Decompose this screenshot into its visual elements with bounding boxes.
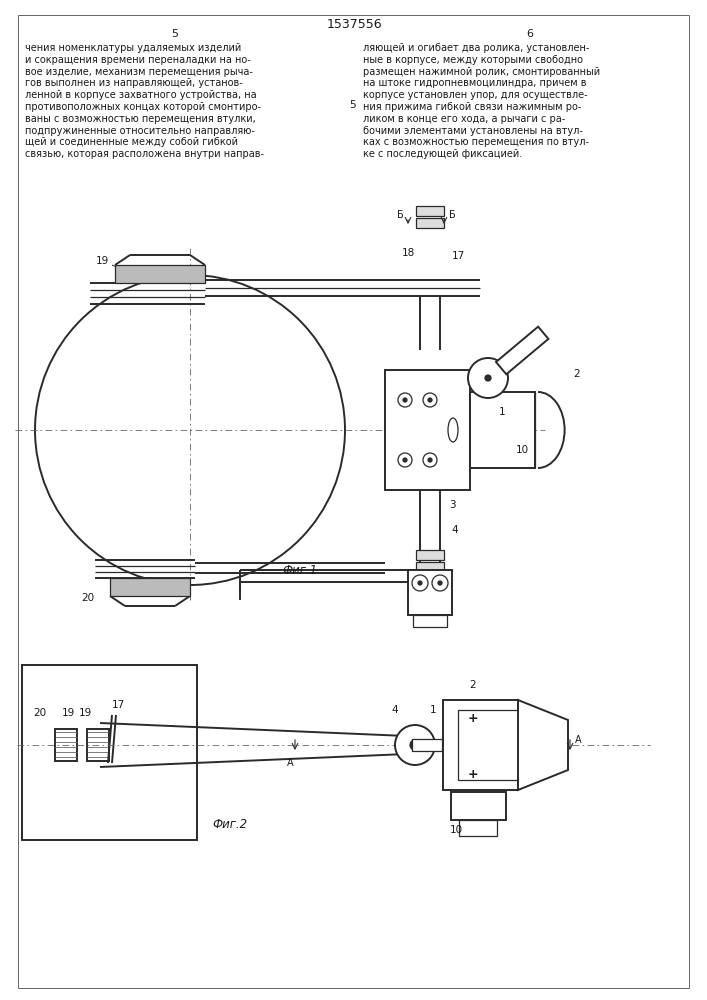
Text: ликом в конце его хода, а рычаги с ра-: ликом в конце его хода, а рычаги с ра- bbox=[363, 114, 566, 124]
Text: щей и соединенные между собой гибкой: щей и соединенные между собой гибкой bbox=[25, 137, 238, 147]
Ellipse shape bbox=[448, 418, 458, 442]
Text: ленной в корпусе захватного устройства, на: ленной в корпусе захватного устройства, … bbox=[25, 90, 257, 100]
Circle shape bbox=[423, 453, 437, 467]
Polygon shape bbox=[496, 327, 549, 374]
Text: 17: 17 bbox=[112, 700, 124, 710]
Text: +: + bbox=[468, 768, 479, 782]
Text: 3: 3 bbox=[449, 500, 455, 510]
Text: +: + bbox=[468, 712, 479, 724]
Text: и сокращения времени переналадки на но-: и сокращения времени переналадки на но- bbox=[25, 55, 251, 65]
Circle shape bbox=[428, 458, 432, 462]
Bar bbox=[451, 792, 506, 820]
Bar bbox=[416, 218, 444, 228]
Text: А: А bbox=[286, 758, 293, 768]
Bar bbox=[87, 729, 109, 761]
Text: Б: Б bbox=[397, 210, 404, 220]
Bar bbox=[459, 820, 497, 836]
Text: ке с последующей фиксацией.: ке с последующей фиксацией. bbox=[363, 149, 522, 159]
Text: бочими элементами установлены на втул-: бочими элементами установлены на втул- bbox=[363, 126, 583, 136]
Bar bbox=[416, 206, 444, 216]
Circle shape bbox=[139, 273, 141, 276]
Circle shape bbox=[163, 273, 167, 276]
Text: 1: 1 bbox=[498, 407, 506, 417]
Bar bbox=[443, 700, 518, 790]
Text: 2: 2 bbox=[469, 680, 477, 690]
Text: Фиг.1: Фиг.1 bbox=[282, 564, 317, 576]
Circle shape bbox=[395, 725, 435, 765]
Circle shape bbox=[155, 585, 165, 595]
Text: 10: 10 bbox=[515, 445, 529, 455]
Bar bbox=[470, 392, 535, 468]
Polygon shape bbox=[518, 700, 568, 790]
Text: 2: 2 bbox=[573, 369, 580, 379]
Text: 17: 17 bbox=[451, 251, 464, 261]
Text: 4: 4 bbox=[392, 705, 398, 715]
Circle shape bbox=[432, 575, 448, 591]
Circle shape bbox=[428, 398, 432, 402]
Circle shape bbox=[485, 375, 491, 381]
Text: чения номенклатуры удаляемых изделий: чения номенклатуры удаляемых изделий bbox=[25, 43, 241, 53]
Text: 19: 19 bbox=[62, 708, 75, 718]
Text: 19: 19 bbox=[95, 256, 109, 266]
Circle shape bbox=[468, 358, 508, 398]
Text: А: А bbox=[575, 735, 581, 745]
Circle shape bbox=[412, 575, 428, 591]
Bar bbox=[408, 570, 452, 615]
Circle shape bbox=[130, 585, 140, 595]
Text: 4: 4 bbox=[452, 525, 458, 535]
Text: 10: 10 bbox=[450, 825, 462, 835]
Text: 18: 18 bbox=[402, 248, 414, 258]
Bar bbox=[458, 710, 518, 780]
Bar bbox=[385, 370, 470, 490]
Text: 19: 19 bbox=[78, 708, 92, 718]
Text: ные в корпусе, между которыми свободно: ные в корпусе, между которыми свободно bbox=[363, 55, 583, 65]
Text: 5: 5 bbox=[172, 29, 178, 39]
Text: противоположных концах которой смонтиро-: противоположных концах которой смонтиро- bbox=[25, 102, 261, 112]
Circle shape bbox=[398, 453, 412, 467]
Text: Фиг.2: Фиг.2 bbox=[212, 818, 247, 832]
Bar bbox=[416, 562, 444, 572]
Bar bbox=[412, 739, 442, 751]
Bar bbox=[413, 615, 447, 627]
Text: 1: 1 bbox=[430, 705, 436, 715]
Circle shape bbox=[423, 393, 437, 407]
Circle shape bbox=[35, 275, 345, 585]
Text: подпружиненные относительно направляю-: подпружиненные относительно направляю- bbox=[25, 126, 255, 136]
Bar bbox=[416, 550, 444, 560]
Text: ваны с возможностью перемещения втулки,: ваны с возможностью перемещения втулки, bbox=[25, 114, 256, 124]
Circle shape bbox=[398, 393, 412, 407]
Text: 20: 20 bbox=[81, 593, 95, 603]
Text: корпусе установлен упор, для осуществле-: корпусе установлен упор, для осуществле- bbox=[363, 90, 588, 100]
Circle shape bbox=[418, 581, 422, 585]
Bar bbox=[22, 665, 197, 840]
Text: вое изделие, механизм перемещения рыча-: вое изделие, механизм перемещения рыча- bbox=[25, 67, 253, 77]
Text: 20: 20 bbox=[33, 708, 47, 718]
Text: 1537556: 1537556 bbox=[326, 18, 382, 31]
Circle shape bbox=[410, 740, 420, 750]
Text: Б: Б bbox=[449, 210, 455, 220]
Text: ляющей и огибает два ролика, установлен-: ляющей и огибает два ролика, установлен- bbox=[363, 43, 590, 53]
Bar bbox=[110, 578, 190, 596]
Bar bbox=[115, 265, 205, 283]
Circle shape bbox=[135, 270, 145, 280]
Text: связью, которая расположена внутри направ-: связью, которая расположена внутри напра… bbox=[25, 149, 264, 159]
Circle shape bbox=[403, 398, 407, 402]
Circle shape bbox=[403, 458, 407, 462]
Circle shape bbox=[134, 588, 136, 591]
Circle shape bbox=[160, 270, 170, 280]
Text: ния прижима гибкой связи нажимным ро-: ния прижима гибкой связи нажимным ро- bbox=[363, 102, 581, 112]
Text: на штоке гидропневмоцилиндра, причем в: на штоке гидропневмоцилиндра, причем в bbox=[363, 78, 587, 88]
Text: 6: 6 bbox=[527, 29, 534, 39]
Bar bbox=[55, 729, 77, 761]
Text: гов выполнен из направляющей, установ-: гов выполнен из направляющей, установ- bbox=[25, 78, 243, 88]
Text: 5: 5 bbox=[349, 100, 356, 110]
Text: размещен нажимной ролик, смонтированный: размещен нажимной ролик, смонтированный bbox=[363, 67, 600, 77]
Circle shape bbox=[438, 581, 442, 585]
Text: ках с возможностью перемещения по втул-: ках с возможностью перемещения по втул- bbox=[363, 137, 589, 147]
Circle shape bbox=[158, 588, 161, 591]
